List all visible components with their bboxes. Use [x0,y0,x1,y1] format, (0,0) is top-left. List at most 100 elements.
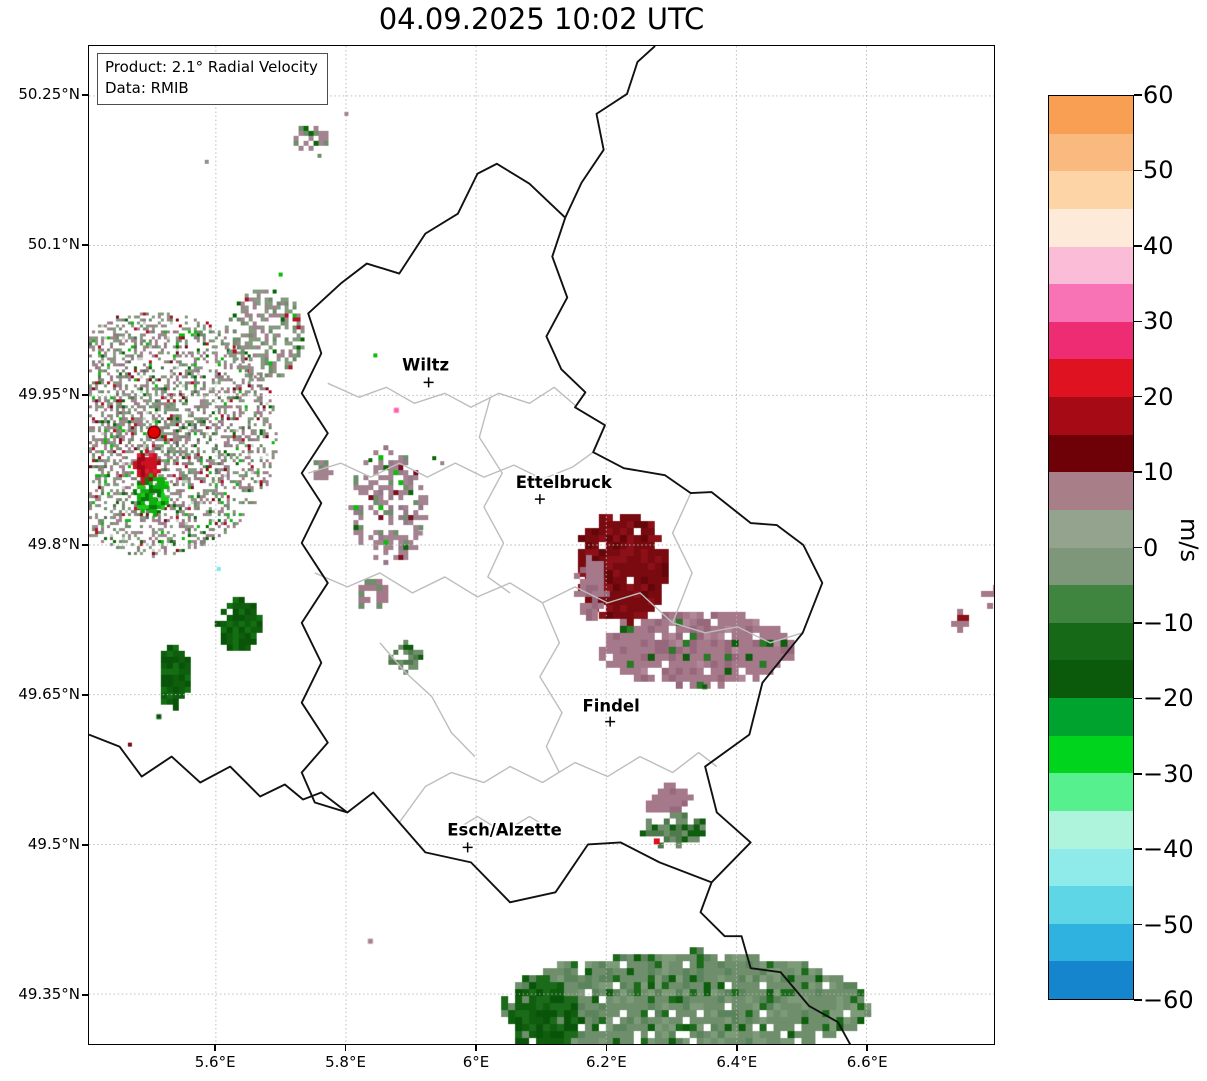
colorbar-segment [1049,886,1133,924]
lon-tick-label: 6.6°E [846,1053,888,1071]
lon-tick-label: 5.6°E [194,1053,236,1071]
lat-tick-mark [82,394,88,396]
colorbar-tick-mark [1134,622,1142,624]
colorbar-segment [1049,735,1133,774]
lat-tick-mark [82,694,88,696]
data-source-line: Data: RMIB [105,79,189,97]
colorbar-tick-mark [1134,923,1142,926]
city-marker [605,716,616,727]
map-plot-area: Wiltz Ettelbruck Findel Esch/Alzette Produc… [88,45,995,1045]
colorbar-tick-mark [1134,773,1142,775]
lon-tick-mark [736,1045,738,1051]
chart-title: 04.09.2025 10:02 UTC [378,2,705,36]
lon-tick-mark [344,1045,347,1051]
colorbar-segment [1049,208,1133,247]
colorbar-tick-label: 30 [1143,307,1174,336]
colorbar-unit-label: m/s [1175,518,1203,562]
colorbar-tick-mark [1134,471,1142,473]
colorbar [1048,95,1134,1000]
colorbar-tick-label: 60 [1143,81,1174,109]
colorbar-segment [1049,622,1133,661]
city-label: Esch/Alzette [447,820,562,839]
lat-tick-mark [82,994,88,996]
district-border [308,451,594,480]
colorbar-tick-mark [1134,245,1142,247]
radar-site-marker [147,425,161,439]
colorbar-segment [1049,434,1133,473]
lat-tick-label: 49.65°N [18,685,80,703]
colorbar-segment [1049,961,1133,999]
district-border [398,751,718,823]
district-border [671,492,693,624]
lon-tick-label: 6.2°E [585,1053,627,1071]
colorbar-tick-mark [1134,999,1142,1001]
colorbar-segment [1049,171,1133,209]
colorbar-segment [1049,133,1133,172]
district-border [327,382,576,408]
country-border [300,162,824,904]
colorbar-tick-label: 0 [1143,533,1159,562]
district-border [379,642,476,758]
city-marker [462,842,473,853]
district-border [314,572,803,644]
colorbar-segment [1049,246,1133,285]
lon-tick-label: 6°E [462,1053,490,1071]
product-info-box: Product: 2.1° Radial Velocity Data: RMIB [97,53,328,105]
colorbar-tick-mark [1134,697,1142,700]
colorbar-segment [1049,810,1133,849]
colorbar-segments [1049,96,1133,999]
colorbar-segment [1049,359,1133,397]
colorbar-segment [1049,848,1133,887]
city-label: Wiltz [402,355,449,374]
colorbar-segment [1049,773,1133,811]
colorbar-tick-label: −60 [1143,986,1194,1014]
city-label: Findel [583,697,640,716]
colorbar-tick-mark [1134,94,1142,96]
colorbar-tick-label: −20 [1143,684,1194,713]
map-svg: Wiltz Ettelbruck Findel Esch/Alzette [89,46,994,1044]
lon-tick-mark [866,1045,868,1051]
lon-tick-mark [475,1045,477,1051]
colorbar-tick-label: −10 [1143,608,1194,637]
lon-tick-mark [605,1045,608,1051]
colorbar-tick-label: 40 [1143,231,1174,260]
colorbar-tick-mark [1134,546,1142,549]
lat-tick-label: 50.25°N [18,85,80,103]
lat-tick-mark [82,844,88,846]
city-label: Ettelbruck [516,473,613,492]
lat-tick-label: 49.95°N [18,385,80,403]
colorbar-segment [1049,585,1133,623]
colorbar-segment [1049,923,1133,962]
colorbar-tick-label: −30 [1143,759,1194,788]
lat-tick-mark [82,244,88,246]
colorbar-tick-label: −40 [1143,835,1194,864]
colorbar-segment [1049,96,1133,134]
colorbar-segment [1049,509,1133,548]
colorbar-segment [1049,472,1133,510]
lat-tick-label: 49.8°N [27,535,80,553]
colorbar-tick-label: 20 [1143,382,1174,411]
lat-tick-label: 49.35°N [18,985,80,1003]
colorbar-tick-label: −50 [1143,910,1194,939]
colorbar-segment [1049,698,1133,736]
country-border [699,881,852,1044]
lon-tick-label: 5.8°E [325,1053,366,1071]
colorbar-segment [1049,547,1133,586]
colorbar-tick-mark [1134,395,1142,398]
lat-tick-mark [82,544,88,546]
colorbar-tick-mark [1134,169,1142,172]
lat-tick-mark [82,94,88,96]
colorbar-segment [1049,321,1133,360]
colorbar-segment [1049,660,1133,698]
colorbar-tick-mark [1134,320,1142,322]
product-line: Product: 2.1° Radial Velocity [105,58,318,76]
colorbar-segment [1049,397,1133,435]
district-border [478,397,511,594]
lon-tick-mark [214,1045,216,1051]
city-marker [423,377,434,388]
colorbar-tick-label: 50 [1143,156,1174,185]
lat-tick-label: 49.5°N [27,835,80,853]
lon-tick-label: 6.4°E [716,1053,758,1071]
district-border [539,602,563,773]
